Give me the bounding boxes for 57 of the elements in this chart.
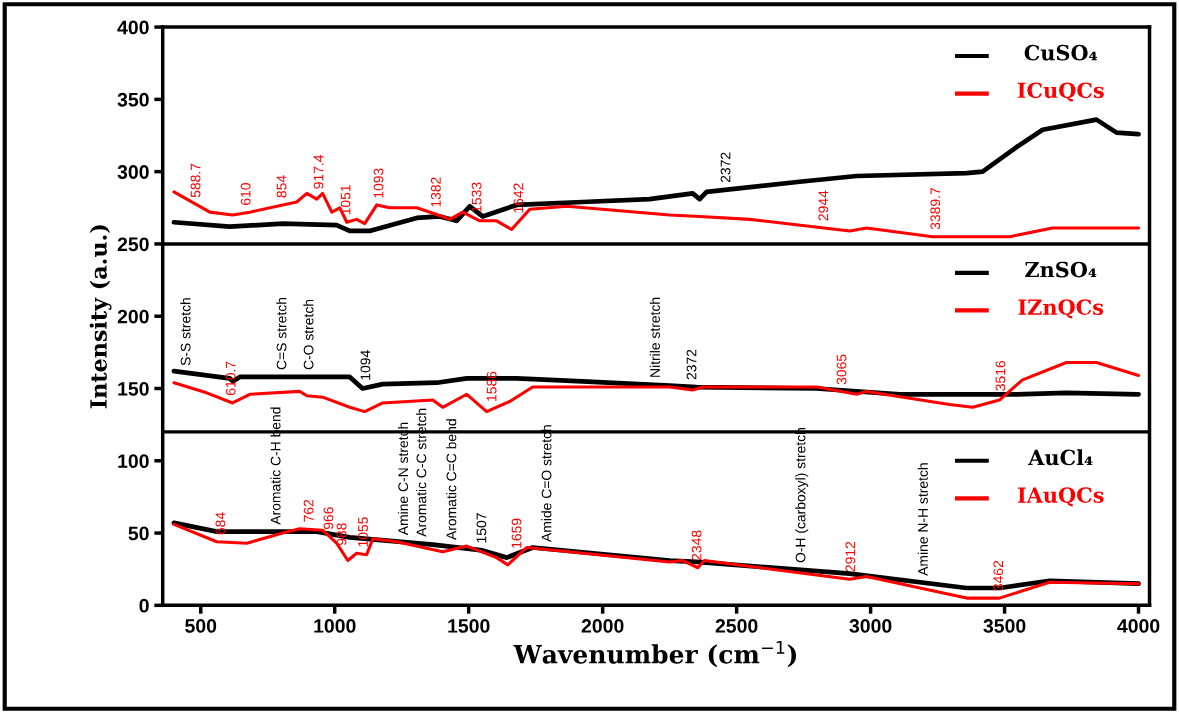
annotation: 2944 (818, 190, 829, 221)
annotation: 854 (276, 175, 287, 198)
y-tick-label: 50 (128, 526, 149, 541)
annotation: 1533 (471, 182, 482, 212)
annotation: 988 (336, 523, 347, 546)
x-axis-title: Wavenumber (cm$^{−1}$) (513, 641, 797, 668)
annotation: 3516 (995, 360, 1006, 391)
annotation: 2348 (691, 530, 702, 561)
annotation: 1382 (430, 177, 441, 207)
y-tick-label: 300 (117, 165, 149, 179)
x-tick-label: 2000 (581, 619, 624, 633)
y-tick-label: 200 (117, 309, 149, 324)
y-tick-label: 250 (117, 237, 149, 252)
legend-label: ICuQCs (1017, 82, 1104, 102)
annotation: 1659 (511, 518, 522, 548)
y-axis-title: Intensity (a.u.) (89, 225, 112, 409)
annotation: 1094 (360, 350, 371, 380)
annotation: 2912 (845, 541, 856, 572)
annotation: C-O stretch (303, 299, 314, 370)
annotation: 3462 (993, 560, 1004, 591)
x-tick-label: 500 (185, 619, 217, 633)
annotation: 1642 (513, 183, 524, 213)
annotation: S-S stretch (180, 298, 191, 366)
annotation: 1055 (358, 517, 368, 547)
annotation: Nitrile stretch (649, 297, 660, 377)
legend-label: ZnSO₄ (1025, 261, 1097, 278)
x-tick-label: 4000 (1117, 619, 1160, 633)
annotation: Amine N-H stretch (917, 463, 928, 576)
x-tick-label: 1000 (314, 619, 356, 633)
legend-label: IAuQCs (1017, 487, 1104, 507)
annotation: 917.4 (313, 154, 324, 189)
annotation: 1093 (373, 168, 384, 198)
y-tick-label: 0 (139, 598, 149, 613)
y-tick-label: 400 (117, 20, 149, 35)
y-tick-label: 100 (118, 454, 149, 469)
annotation: 2372 (686, 349, 697, 380)
annotation: 2372 (720, 152, 731, 183)
annotation: 762 (303, 499, 314, 522)
annotation: 1507 (476, 513, 487, 543)
annotation: 610 (240, 182, 251, 205)
legend-label: CuSO₄ (1024, 44, 1098, 61)
y-tick-label: 350 (117, 92, 149, 107)
annotation: C=S stretch (276, 297, 287, 370)
annotation: 1586 (486, 371, 497, 401)
annotation: 3389.7 (930, 187, 941, 230)
annotation: 966 (323, 507, 334, 530)
legend-label: IZnQCs (1018, 299, 1104, 319)
annotation: 588.7 (190, 163, 201, 198)
annotation: 3065 (836, 354, 847, 385)
x-tick-label: 3000 (849, 619, 892, 633)
x-tick-label: 2500 (715, 619, 758, 633)
legend-label: AuCl₄ (1028, 449, 1093, 466)
annotation: 610.7 (225, 361, 236, 396)
x-tick-label: 1500 (448, 619, 490, 633)
annotation: 684 (215, 512, 226, 535)
x-tick-label: 3500 (983, 619, 1026, 633)
y-tick-label: 150 (118, 381, 149, 396)
